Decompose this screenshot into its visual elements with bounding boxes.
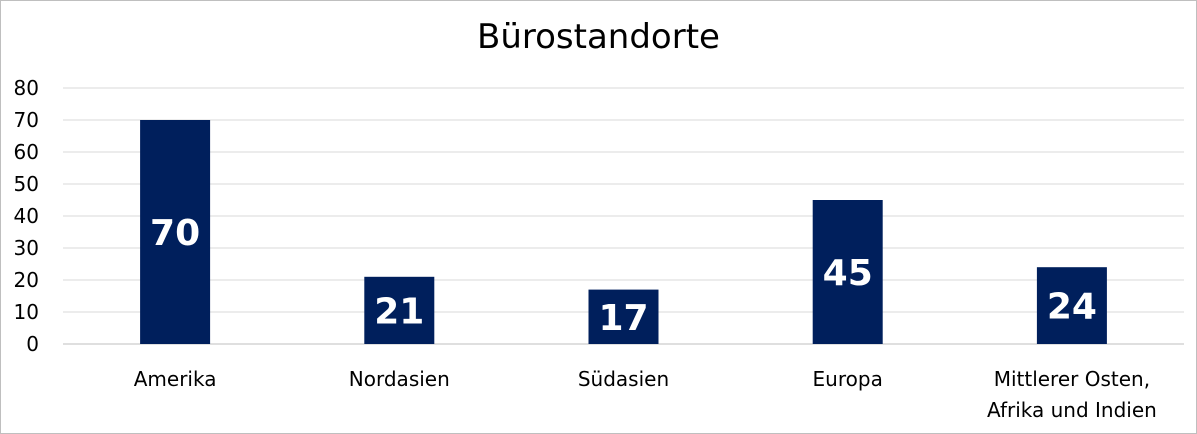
chart-title: Bürostandorte — [477, 17, 720, 57]
data-label: 21 — [374, 291, 424, 332]
category-label: Europa — [813, 367, 883, 391]
category-label: Amerika — [134, 367, 217, 391]
bar-1 — [364, 276, 435, 344]
y-tick-label: 10 — [14, 300, 39, 324]
y-tick-label: 60 — [14, 140, 39, 164]
category-label: Nordasien — [349, 367, 450, 391]
bar-4 — [1036, 267, 1107, 344]
bar-0 — [140, 120, 211, 344]
y-tick-label: 50 — [14, 172, 39, 196]
y-tick-label: 20 — [14, 268, 39, 292]
data-label: 45 — [823, 253, 873, 294]
category-label: Mittlerer Osten, — [994, 367, 1150, 391]
y-tick-label: 40 — [14, 204, 39, 228]
bar-3 — [812, 200, 883, 344]
bar-2 — [588, 289, 659, 344]
y-tick-label: 30 — [14, 236, 39, 260]
data-label: 70 — [150, 213, 200, 254]
y-tick-label: 70 — [14, 108, 39, 132]
category-label: Südasien — [578, 367, 669, 391]
y-tick-label: 0 — [26, 332, 39, 356]
data-label: 24 — [1047, 287, 1097, 328]
data-label: 17 — [598, 298, 648, 339]
category-label: Afrika und Indien — [987, 398, 1157, 422]
y-tick-label: 80 — [14, 76, 39, 100]
